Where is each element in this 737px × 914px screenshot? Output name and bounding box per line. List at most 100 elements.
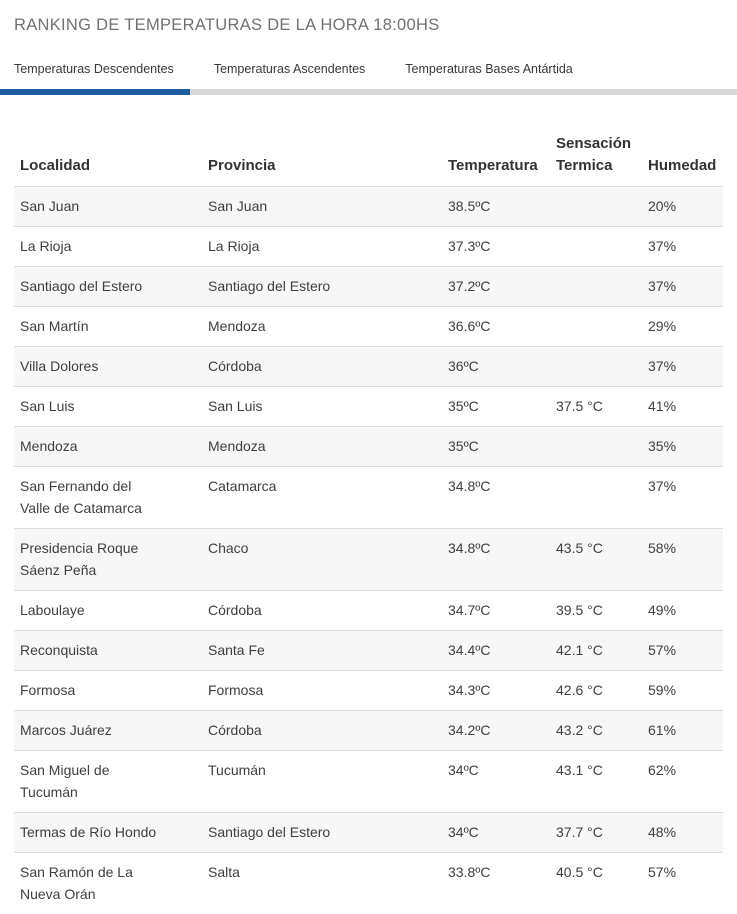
cell-sensacion: 42.6 °C [556,682,603,698]
cell-humedad: 62% [648,762,677,778]
tab-track [0,89,737,95]
cell-humedad: 58% [648,540,677,556]
cell-provincia: Santiago del Estero [208,278,331,294]
cell-sensacion: 37.5 °C [556,398,603,414]
cell-provincia: Catamarca [208,478,277,494]
cell-localidad: La Rioja [20,238,72,254]
cell-temperatura: 34.8ºC [448,478,491,494]
cell-sensacion [556,267,648,306]
cell-provincia: Córdoba [208,358,262,374]
tab-temperaturas-descendentes[interactable]: Temperaturas Descendentes [14,62,174,76]
cell-sensacion: 43.1 °C [556,762,603,778]
cell-temperatura: 36.6ºC [448,318,491,334]
cell-temperatura: 37.3ºC [448,238,491,254]
table-row: Termas de Río Hondo Santiago del Estero 34… [14,812,723,852]
cell-sensacion: 42.1 °C [556,642,603,658]
column-header-humedad: Humedad [648,157,717,174]
table-row: La Rioja La Rioja 37.3ºC 37% [14,226,723,266]
table-row: Marcos Juárez Córdoba 34.2ºC 43.2 °C 61% [14,710,723,750]
cell-provincia: Salta [208,864,240,880]
cell-localidad: San Ramón de La Nueva Orán [20,864,133,902]
cell-provincia: San Juan [208,198,268,214]
cell-temperatura: 35ºC [448,398,479,414]
column-header-localidad: Localidad [20,157,91,174]
cell-temperatura: 34.8ºC [448,540,491,556]
cell-sensacion [556,187,648,226]
cell-localidad: San Fernando del Valle de Catamarca [20,478,142,516]
cell-sensacion: 40.5 °C [556,864,603,880]
cell-temperatura: 37.2ºC [448,278,491,294]
cell-localidad: Presidencia Roque Sáenz Peña [20,540,139,578]
table-row: San Martín Mendoza 36.6ºC 29% [14,306,723,346]
tabs: Temperaturas Descendentes Temperaturas A… [0,62,737,77]
cell-humedad: 48% [648,824,677,840]
table-row: San Fernando del Valle de Catamarca Catam… [14,466,723,528]
cell-provincia: Mendoza [208,318,266,334]
weather-ranking-page: RANKING DE TEMPERATURAS DE LA HORA 18:00… [0,16,737,914]
table-row: San Miguel de Tucumán Tucumán 34ºC 43.1 °C 6… [14,750,723,812]
cell-temperatura: 36ºC [448,358,479,374]
cell-localidad: Formosa [20,682,76,698]
cell-temperatura: 34.3ºC [448,682,491,698]
cell-humedad: 59% [648,682,677,698]
cell-temperatura: 33.8ºC [448,864,491,880]
cell-provincia: Santa Fe [208,642,265,658]
cell-humedad: 37% [648,478,677,494]
cell-provincia: Córdoba [208,722,262,738]
table-row: Presidencia Roque Sáenz Peña Chaco 34.8ºC 4… [14,528,723,590]
table-row: Reconquista Santa Fe 34.4ºC 42.1 °C 57% [14,630,723,670]
cell-localidad: Villa Dolores [20,358,99,374]
table-row: San Ramón de La Nueva Orán Salta 33.8ºC 40.… [14,852,723,914]
cell-humedad: 57% [648,864,677,880]
cell-provincia: Santiago del Estero [208,824,331,840]
cell-temperatura: 34ºC [448,762,479,778]
cell-temperatura: 38.5ºC [448,198,491,214]
cell-humedad: 37% [648,238,677,254]
cell-provincia: La Rioja [208,238,260,254]
tabs-section: Temperaturas Descendentes Temperaturas A… [0,62,737,95]
cell-localidad: Laboulaye [20,602,85,618]
column-header-temperatura: Temperatura [448,157,538,174]
table-header-row: Localidad Provincia Temperatura Sensació… [14,133,723,186]
cell-sensacion [556,227,648,266]
cell-provincia: Chaco [208,540,249,556]
table-row: San Luis San Luis 35ºC 37.5 °C 41% [14,386,723,426]
cell-localidad: Mendoza [20,438,78,454]
temperature-ranking-table: Localidad Provincia Temperatura Sensació… [14,133,723,914]
cell-sensacion: 39.5 °C [556,602,603,618]
active-tab-indicator [0,89,190,95]
tab-temperaturas-bases-antartida[interactable]: Temperaturas Bases Antártida [405,62,573,76]
cell-temperatura: 34.2ºC [448,722,491,738]
table-row: Formosa Formosa 34.3ºC 42.6 °C 59% [14,670,723,710]
cell-localidad: San Martín [20,318,89,334]
cell-humedad: 61% [648,722,677,738]
cell-sensacion [556,307,648,346]
cell-temperatura: 34.4ºC [448,642,491,658]
cell-humedad: 37% [648,358,677,374]
table-row: Mendoza Mendoza 35ºC 35% [14,426,723,466]
tab-temperaturas-ascendentes[interactable]: Temperaturas Ascendentes [213,62,366,76]
table-row: Villa Dolores Córdoba 36ºC 37% [14,346,723,386]
table-row: San Juan San Juan 38.5ºC 20% [14,186,723,226]
cell-humedad: 20% [648,198,677,214]
cell-provincia: San Luis [208,398,263,414]
cell-humedad: 35% [648,438,677,454]
cell-temperatura: 34.7ºC [448,602,491,618]
cell-localidad: Marcos Juárez [20,722,112,738]
table-body: San Juan San Juan 38.5ºC 20% La Rioja La Rioj… [14,186,723,914]
cell-localidad: San Luis [20,398,75,414]
column-header-sensacion-termica: Sensación Termica [556,135,632,174]
cell-provincia: Formosa [208,682,264,698]
cell-humedad: 49% [648,602,677,618]
cell-sensacion: 37.7 °C [556,824,603,840]
cell-sensacion: 43.5 °C [556,540,603,556]
table-row: Laboulaye Córdoba 34.7ºC 39.5 °C 49% [14,590,723,630]
page-title: RANKING DE TEMPERATURAS DE LA HORA 18:00… [14,16,440,34]
cell-sensacion [556,427,648,466]
cell-sensacion [556,467,648,528]
cell-humedad: 37% [648,278,677,294]
cell-localidad: Santiago del Estero [20,278,143,294]
cell-localidad: Termas de Río Hondo [20,824,157,840]
cell-localidad: San Juan [20,198,80,214]
table-row: Santiago del Estero Santiago del Estero 37… [14,266,723,306]
